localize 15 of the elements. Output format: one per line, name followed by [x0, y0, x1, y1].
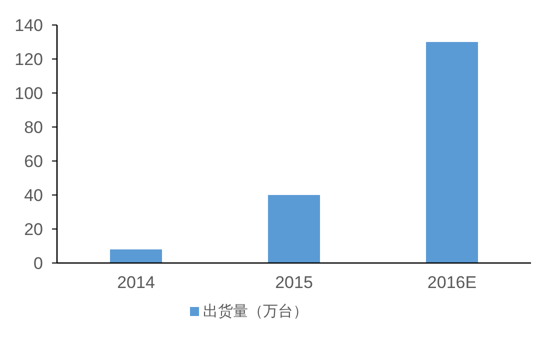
y-tick-label: 80: [24, 118, 43, 137]
y-tick-label: 40: [24, 186, 43, 205]
bar: [426, 42, 478, 263]
x-tick-label: 2015: [275, 273, 313, 292]
y-tick-label: 20: [24, 220, 43, 239]
y-tick-label: 120: [14, 50, 43, 69]
x-tick-label: 2014: [117, 273, 155, 292]
y-tick-label: 0: [34, 254, 43, 273]
x-tick-label: 2016E: [427, 273, 477, 292]
y-tick-label: 100: [14, 84, 43, 103]
y-tick-label: 140: [14, 16, 43, 35]
bar: [268, 195, 320, 263]
y-tick-label: 60: [24, 152, 43, 171]
bar: [110, 249, 162, 263]
legend-label: 出货量（万台）: [203, 303, 308, 320]
